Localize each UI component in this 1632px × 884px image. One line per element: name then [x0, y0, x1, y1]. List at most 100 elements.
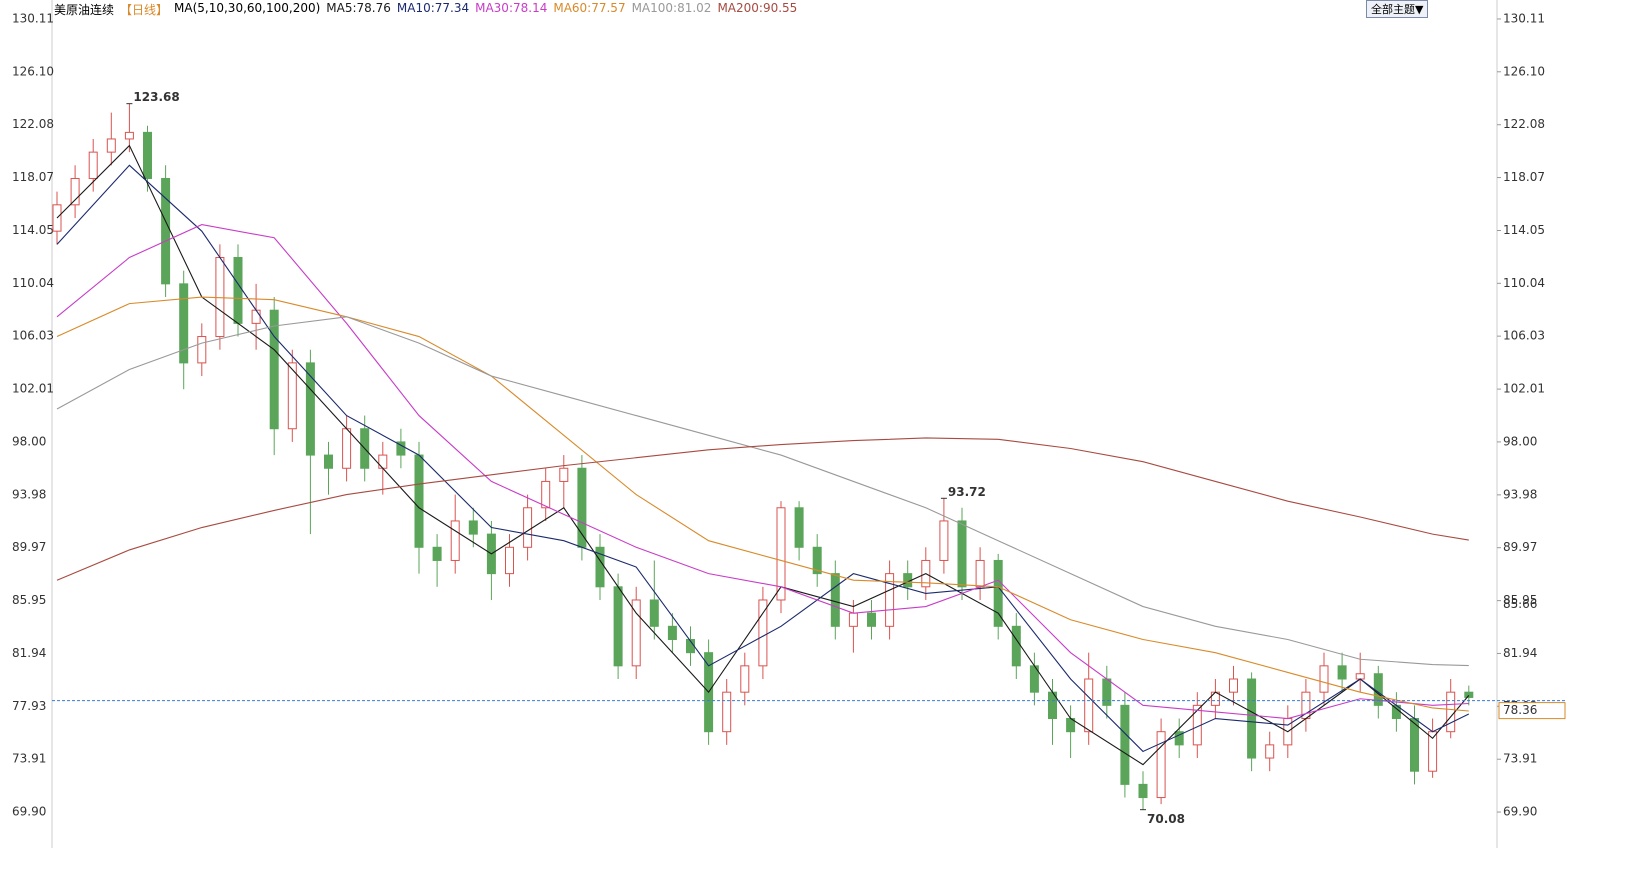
candle-body — [324, 454, 333, 469]
y-tick-label: 130.11 — [1503, 11, 1545, 25]
legend: 美原油连续 【日线】 MA(5,10,30,60,100,200) MA5:78… — [54, 1, 797, 18]
candle-body — [649, 599, 659, 627]
candle-body — [52, 204, 62, 232]
candle-body — [975, 559, 985, 588]
candle-body — [631, 599, 641, 667]
candle-body — [667, 625, 677, 640]
y-tick-label: 69.90 — [1503, 805, 1537, 819]
y-tick-label: 89.97 — [1503, 540, 1537, 554]
candle-body — [1156, 731, 1166, 799]
candle-body — [1084, 678, 1094, 733]
legend-entry: MA60:77.57 — [553, 1, 626, 15]
candle-body — [396, 441, 406, 456]
candle-body — [1337, 665, 1347, 680]
y-tick-label: 126.10 — [12, 64, 54, 78]
candle-body — [161, 177, 171, 285]
candle-body — [215, 257, 225, 338]
candle-body — [848, 612, 858, 627]
legend-entry: MA10:77.34 — [396, 1, 470, 15]
y-tick-label: 114.05 — [1503, 223, 1545, 237]
candle-body — [414, 454, 424, 548]
candle-body — [1446, 691, 1456, 733]
candle-body — [1355, 673, 1365, 680]
y-tick-label: 102.01 — [12, 382, 54, 396]
candle-body — [1464, 691, 1474, 698]
price-box — [1498, 702, 1566, 720]
y-tick-label: 69.90 — [12, 805, 46, 819]
ma-line — [56, 164, 1470, 753]
candle-body — [305, 362, 315, 456]
period: 【日线】 — [120, 3, 169, 17]
candle-body — [541, 480, 551, 509]
candle-body — [993, 559, 1003, 627]
candle-body — [1011, 625, 1021, 667]
legend-entry: MA5:78.76 — [326, 1, 391, 15]
candle-body — [1120, 704, 1130, 785]
y-tick-label: 85.95 — [1503, 593, 1537, 607]
y-tick-label: 118.07 — [12, 170, 54, 184]
candle-body — [179, 283, 189, 364]
candle-body — [106, 138, 116, 153]
extreme-label: 70.08 — [1147, 812, 1185, 826]
y-tick-label: 81.94 — [1503, 646, 1537, 660]
candle-body — [342, 428, 352, 469]
y-tick-label: 73.91 — [1503, 752, 1537, 766]
candle-body — [722, 691, 732, 733]
y-tick-label: 130.11 — [12, 11, 54, 25]
extreme-label: 123.68 — [133, 90, 179, 104]
candle-body — [1247, 678, 1257, 759]
candle-body — [740, 665, 750, 693]
y-tick-label: 98.00 — [1503, 434, 1537, 448]
ref-label: 85.66 — [1503, 597, 1537, 611]
candle-body — [523, 507, 533, 548]
y-tick-label: 98.00 — [12, 434, 46, 448]
candle-body — [577, 467, 587, 548]
candle-body — [432, 546, 442, 561]
y-tick-label: 106.03 — [12, 329, 54, 343]
candle-body — [505, 546, 514, 575]
legend-entry: MA100:81.02 — [631, 1, 712, 15]
candle-body — [197, 336, 207, 364]
candle-body — [939, 520, 949, 561]
y-tick-label: 106.03 — [1503, 329, 1545, 343]
candle-body — [287, 362, 297, 430]
candle-body — [776, 507, 786, 601]
candle-body — [468, 520, 478, 535]
y-tick-label: 89.97 — [12, 540, 46, 554]
chart-title: 美原油连续 — [54, 3, 115, 17]
candle-body — [269, 309, 279, 430]
y-tick-label: 122.08 — [1503, 117, 1545, 131]
ma-line — [56, 224, 1469, 720]
candle-body — [867, 612, 876, 627]
candle-body — [794, 507, 804, 548]
price-label: 78.36 — [1503, 703, 1537, 717]
candle-body — [143, 131, 152, 179]
y-tick-label: 85.95 — [12, 593, 46, 607]
candle-body — [885, 573, 895, 627]
y-tick-label: 110.04 — [12, 276, 54, 290]
y-tick-label: 81.94 — [12, 646, 46, 660]
theme-button[interactable]: 全部主题▼ — [1366, 0, 1429, 18]
candle-body — [70, 177, 80, 206]
candle-body — [957, 520, 967, 588]
y-tick-label: 77.93 — [12, 699, 46, 713]
extreme-label: 93.72 — [948, 485, 986, 499]
candle-body — [124, 131, 134, 140]
candle-body — [1174, 731, 1184, 746]
y-tick-label: 122.08 — [12, 117, 54, 131]
candle-body — [233, 257, 243, 324]
candle-body — [88, 151, 98, 179]
y-tick-label: 114.05 — [12, 223, 54, 237]
y-tick-label: 126.10 — [1503, 64, 1545, 78]
candle-body — [812, 546, 822, 575]
legend-entry: MA200:90.55 — [717, 1, 798, 15]
candle-body — [378, 454, 388, 469]
candle-body — [559, 467, 569, 482]
candle-body — [613, 586, 623, 667]
candle-body — [1265, 744, 1275, 759]
candle-body — [251, 309, 261, 324]
candle-body — [450, 520, 460, 561]
candle-body — [830, 573, 840, 627]
